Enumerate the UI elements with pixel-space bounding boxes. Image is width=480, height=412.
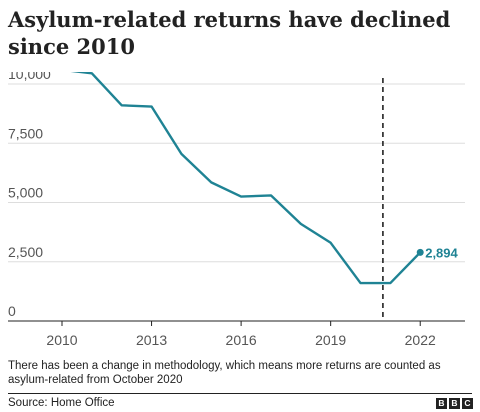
- x-tick-label: 2010: [46, 332, 77, 348]
- x-tick-label: 2013: [136, 332, 167, 348]
- y-tick-label: 0: [8, 303, 16, 319]
- y-tick-label: 2,500: [8, 244, 43, 260]
- x-tick-label: 2019: [315, 332, 346, 348]
- chart-title: Asylum-related returns have declined sin…: [8, 7, 451, 59]
- line-chart: 0 2,500 5,000 7,500 10,000 2010 2013 2016 2019 20…: [8, 72, 465, 348]
- methodology-note: There has been a change in methodology, …: [8, 360, 441, 386]
- y-tick-label: 5,000: [8, 185, 43, 201]
- y-tick-label: 7,500: [8, 125, 43, 141]
- source-text: Source: Home Office: [8, 397, 115, 409]
- y-tick-label: 10,000: [8, 72, 51, 82]
- bbc-logo: B B C: [436, 398, 473, 409]
- footer-divider: [8, 393, 472, 394]
- bbc-logo-letter: B: [436, 398, 447, 409]
- end-value-label: 2,894: [425, 245, 458, 260]
- bbc-logo-letter: C: [462, 398, 473, 409]
- end-point-marker: [416, 248, 424, 256]
- x-tick-label: 2022: [405, 332, 436, 348]
- bbc-logo-letter: B: [449, 398, 460, 409]
- x-tick-label: 2016: [226, 332, 257, 348]
- series-line: [70, 72, 422, 285]
